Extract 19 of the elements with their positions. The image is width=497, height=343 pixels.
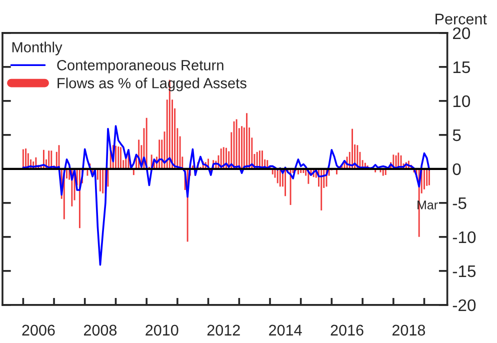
y-tick-label: 0 xyxy=(452,163,461,176)
y-tick-label: -15 xyxy=(452,266,476,278)
y-tick-label: -20 xyxy=(452,299,476,312)
y-tick-label: -5 xyxy=(452,198,466,210)
y-tick-label: 5 xyxy=(452,130,461,142)
y-axis-title: Percent xyxy=(436,14,487,24)
x-tick-label: 2014 xyxy=(269,324,302,336)
x-tick-label: 2018 xyxy=(392,324,426,336)
legend-title: Monthly xyxy=(12,42,62,56)
legend-label: Contemporaneous Return xyxy=(57,60,224,74)
y-tick-label: 10 xyxy=(453,95,470,108)
x-tick-label: 2012 xyxy=(207,324,240,336)
y-tick-label: 20 xyxy=(453,27,470,40)
y-tick-label: 15 xyxy=(453,62,470,74)
x-tick-label: 2006 xyxy=(22,324,55,336)
x-tick-label: 2008 xyxy=(84,324,117,336)
x-tick-label: 2016 xyxy=(330,324,364,336)
y-tick-label: -10 xyxy=(452,231,476,244)
x-tick-label: 2010 xyxy=(146,324,178,336)
